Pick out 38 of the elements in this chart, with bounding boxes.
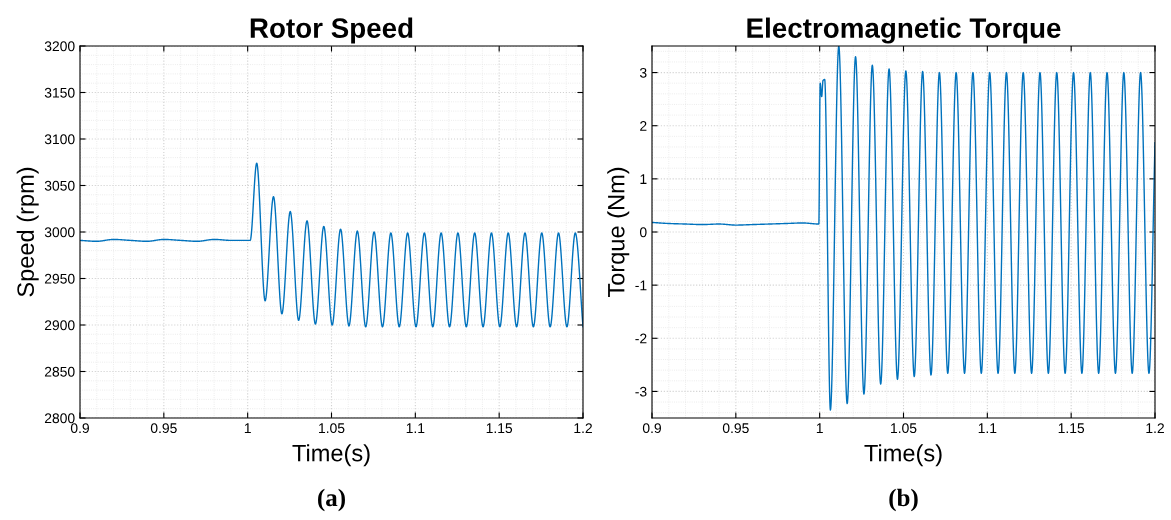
- y-tick-label: 2: [640, 121, 647, 131]
- x-tick-label: 0.9: [642, 423, 661, 434]
- y-tick-label: 3: [639, 67, 647, 78]
- chart-title: Electromagnetic Torque: [747, 17, 1061, 44]
- x-tick-label: 1.05: [891, 423, 917, 434]
- x-tick-label: 1: [244, 423, 251, 433]
- x-tick-label: 1.15: [486, 423, 513, 434]
- text: (b): [889, 488, 918, 512]
- y-tick-label: 1: [640, 174, 647, 184]
- y-tick-label: -1: [635, 280, 647, 291]
- y-tick-label: 3000: [44, 227, 75, 238]
- x-axis-title: Time(s): [292, 444, 370, 467]
- y-tick-label: -3: [635, 386, 647, 397]
- y-tick-label: 2900: [44, 320, 75, 331]
- y-tick-label: 2850: [44, 366, 75, 377]
- y-tick-label: 2950: [44, 273, 75, 284]
- x-axis-title: Time(s): [864, 444, 942, 467]
- y-tick-label: -2: [635, 333, 647, 344]
- y-axis-title: Speed (rpm): [16, 167, 39, 297]
- y-tick-label: 3200: [44, 41, 75, 52]
- x-tick-label: 0.95: [150, 423, 177, 434]
- x-tick-label: 1: [816, 423, 823, 433]
- y-tick-label: 0: [639, 227, 647, 238]
- y-tick-label: 2800: [44, 413, 75, 424]
- x-tick-label: 1.15: [1058, 423, 1085, 434]
- x-tick-label: 0.95: [722, 423, 749, 434]
- y-tick-label: 3100: [44, 134, 75, 145]
- y-axis-title: Torque (Nm): [607, 167, 630, 298]
- x-tick-label: 1.2: [1146, 423, 1164, 433]
- x-tick-label: 1.1: [978, 423, 997, 433]
- x-tick-label: 1.2: [574, 423, 592, 433]
- x-tick-label: 0.9: [70, 423, 89, 434]
- y-tick-label: 3050: [44, 180, 75, 191]
- y-tick-label: 3150: [44, 87, 75, 98]
- x-tick-label: 1.05: [319, 423, 345, 434]
- text: (a): [318, 488, 345, 512]
- chart-title: Rotor Speed: [250, 17, 413, 44]
- x-tick-label: 1.1: [406, 423, 425, 433]
